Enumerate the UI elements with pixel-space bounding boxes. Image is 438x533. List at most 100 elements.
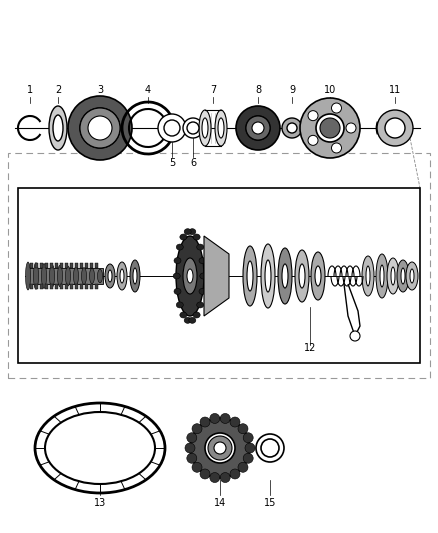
Ellipse shape <box>177 302 184 308</box>
Bar <box>45 284 48 289</box>
Ellipse shape <box>49 106 67 150</box>
Ellipse shape <box>311 252 325 300</box>
Circle shape <box>282 118 302 138</box>
Ellipse shape <box>397 260 409 292</box>
Bar <box>70 263 73 268</box>
Circle shape <box>190 418 250 478</box>
Text: 11: 11 <box>389 85 401 95</box>
Ellipse shape <box>57 265 63 287</box>
Ellipse shape <box>265 260 271 292</box>
Ellipse shape <box>42 264 46 288</box>
Circle shape <box>187 122 199 134</box>
Circle shape <box>236 106 280 150</box>
Ellipse shape <box>401 268 405 284</box>
Ellipse shape <box>315 266 321 286</box>
Bar <box>80 284 83 289</box>
Circle shape <box>214 442 226 454</box>
Circle shape <box>377 110 413 146</box>
Text: 3: 3 <box>97 85 103 95</box>
Ellipse shape <box>202 118 208 138</box>
Ellipse shape <box>189 317 196 324</box>
Circle shape <box>192 424 202 434</box>
Circle shape <box>256 434 284 462</box>
Circle shape <box>183 118 203 138</box>
Ellipse shape <box>282 264 288 288</box>
Circle shape <box>308 135 318 146</box>
Circle shape <box>200 417 210 427</box>
Text: 2: 2 <box>55 85 61 95</box>
Ellipse shape <box>45 412 155 484</box>
Circle shape <box>350 331 360 341</box>
Circle shape <box>68 96 132 160</box>
Circle shape <box>243 453 253 463</box>
Ellipse shape <box>387 258 399 294</box>
Circle shape <box>205 433 235 463</box>
Bar <box>18 188 420 363</box>
Ellipse shape <box>66 266 71 286</box>
Ellipse shape <box>295 250 309 302</box>
Circle shape <box>320 118 340 138</box>
Bar <box>75 263 78 268</box>
Text: 8: 8 <box>255 85 261 95</box>
Circle shape <box>88 116 112 140</box>
Ellipse shape <box>49 264 54 288</box>
Text: 5: 5 <box>169 158 175 168</box>
Ellipse shape <box>74 267 78 285</box>
Ellipse shape <box>197 302 204 308</box>
Bar <box>60 284 63 289</box>
Ellipse shape <box>183 258 197 294</box>
Bar <box>40 284 43 289</box>
Bar <box>60 263 63 268</box>
Circle shape <box>243 433 253 443</box>
Circle shape <box>246 116 270 140</box>
Ellipse shape <box>199 257 206 264</box>
Bar <box>80 263 83 268</box>
Bar <box>28 268 103 284</box>
Text: 1: 1 <box>27 85 33 95</box>
Ellipse shape <box>215 110 227 146</box>
Ellipse shape <box>174 257 181 264</box>
Ellipse shape <box>218 118 224 138</box>
Bar <box>30 263 33 268</box>
Bar <box>90 263 93 268</box>
Circle shape <box>238 424 248 434</box>
Ellipse shape <box>177 244 184 250</box>
Bar <box>70 284 73 289</box>
Ellipse shape <box>35 403 165 493</box>
Ellipse shape <box>197 244 204 250</box>
Bar <box>55 263 58 268</box>
Bar <box>75 284 78 289</box>
Bar <box>90 284 93 289</box>
Circle shape <box>158 114 186 142</box>
Circle shape <box>208 436 232 460</box>
Ellipse shape <box>105 264 115 288</box>
Circle shape <box>385 118 405 138</box>
Circle shape <box>185 443 195 453</box>
Polygon shape <box>204 236 229 316</box>
Circle shape <box>187 453 197 463</box>
Bar <box>65 263 68 268</box>
Ellipse shape <box>362 256 374 296</box>
Ellipse shape <box>200 273 207 279</box>
Circle shape <box>245 443 255 453</box>
Ellipse shape <box>376 254 388 298</box>
Circle shape <box>220 473 230 482</box>
Circle shape <box>332 103 342 113</box>
Ellipse shape <box>53 115 63 141</box>
Bar <box>85 263 88 268</box>
Circle shape <box>287 123 297 133</box>
Circle shape <box>261 439 279 457</box>
Circle shape <box>80 108 120 148</box>
Circle shape <box>346 123 356 133</box>
Ellipse shape <box>406 262 418 290</box>
Ellipse shape <box>199 110 211 146</box>
Ellipse shape <box>184 317 191 324</box>
Ellipse shape <box>133 268 137 284</box>
Text: 7: 7 <box>210 85 216 95</box>
Bar <box>8 153 430 378</box>
Ellipse shape <box>184 229 191 235</box>
Text: 6: 6 <box>190 158 196 168</box>
Ellipse shape <box>25 262 31 290</box>
Ellipse shape <box>299 264 305 288</box>
Circle shape <box>192 462 202 472</box>
